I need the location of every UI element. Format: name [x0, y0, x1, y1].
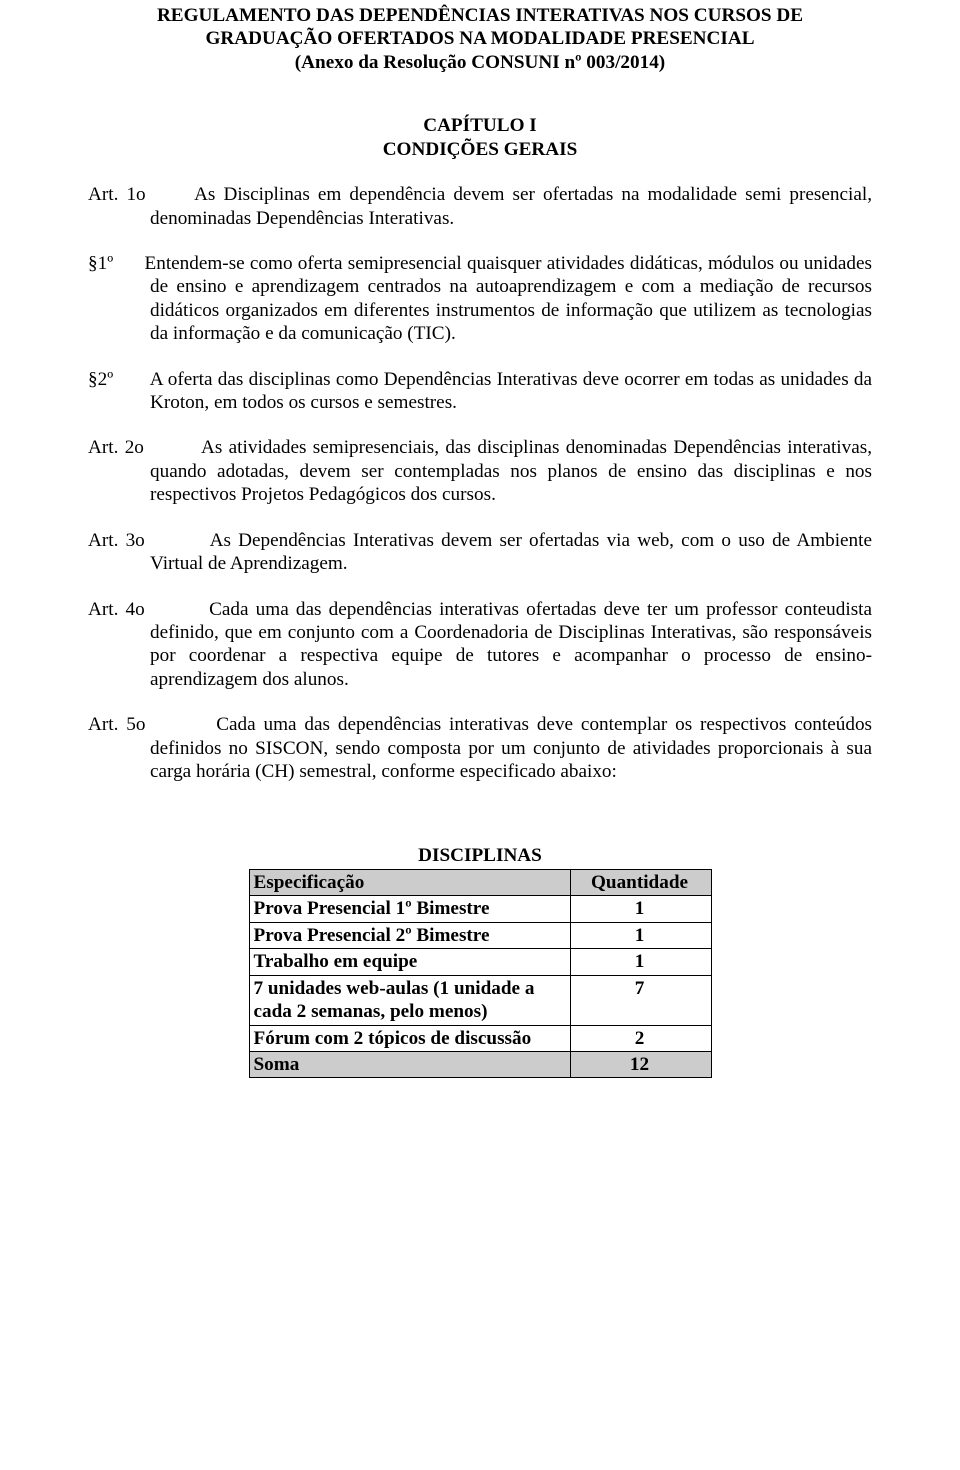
cell-qty: 1 [570, 949, 711, 975]
article-text: Cada uma das dependências interativas de… [150, 714, 872, 782]
article-text: Cada uma das dependências interativas of… [150, 599, 872, 690]
paragraph-text: Entendem-se como oferta semipresencial q… [145, 253, 872, 344]
disciplinas-table: Especificação Quantidade Prova Presencia… [249, 869, 712, 1078]
cell-qty: 1 [570, 896, 711, 922]
article-4o: Art. 4o Cada uma das dependências intera… [88, 598, 872, 692]
title-line-3: (Anexo da Resolução CONSUNI nº 003/2014) [88, 51, 872, 74]
table-row-soma: Soma 12 [249, 1051, 711, 1077]
article-3o: Art. 3o As Dependências Interativas deve… [88, 529, 872, 576]
cell-qty: 12 [570, 1051, 711, 1077]
article-lead: Art. 3o [88, 530, 145, 551]
cell-qty: 2 [570, 1025, 711, 1051]
table-row: Prova Presencial 2º Bimestre 1 [249, 922, 711, 948]
article-lead: Art. 5o [88, 714, 145, 735]
chapter-title: CONDIÇÕES GERAIS [88, 138, 872, 161]
article-lead: Art. 2o [88, 437, 144, 458]
table-row: Prova Presencial 1º Bimestre 1 [249, 896, 711, 922]
cell-spec: Fórum com 2 tópicos de discussão [249, 1025, 570, 1051]
article-5o: Art. 5o Cada uma das dependências intera… [88, 713, 872, 783]
table-row: 7 unidades web-aulas (1 unidade a cada 2… [249, 975, 711, 1025]
cell-spec: Prova Presencial 2º Bimestre [249, 922, 570, 948]
table-title: DISCIPLINAS [88, 844, 872, 867]
article-1o: Art. 1o As Disciplinas em dependência de… [88, 183, 872, 230]
paragraph-lead: §2º [88, 369, 113, 390]
table-header-spec: Especificação [249, 869, 570, 895]
article-2o: Art. 2o As atividades semipresenciais, d… [88, 436, 872, 506]
article-text: As Dependências Interativas devem ser of… [150, 530, 872, 574]
cell-spec: Prova Presencial 1º Bimestre [249, 896, 570, 922]
title-line-2: GRADUAÇÃO OFERTADOS NA MODALIDADE PRESEN… [88, 27, 872, 50]
cell-qty: 7 [570, 975, 711, 1025]
cell-spec: Soma [249, 1051, 570, 1077]
cell-spec: 7 unidades web-aulas (1 unidade a cada 2… [249, 975, 570, 1025]
table-header-qty: Quantidade [570, 869, 711, 895]
paragraph-text: A oferta das disciplinas como Dependênci… [150, 369, 872, 413]
article-lead: Art. 4o [88, 599, 145, 620]
article-text: As atividades semipresenciais, das disci… [150, 437, 872, 505]
paragraph-lead: §1º [88, 253, 113, 274]
paragraph-1: §1º Entendem-se como oferta semipresenci… [88, 252, 872, 346]
table-row: Trabalho em equipe 1 [249, 949, 711, 975]
chapter-heading: CAPÍTULO I CONDIÇÕES GERAIS [88, 114, 872, 161]
article-text: As Disciplinas em dependência devem ser … [150, 184, 872, 228]
cell-qty: 1 [570, 922, 711, 948]
chapter-number: CAPÍTULO I [88, 114, 872, 137]
article-lead: Art. 1o [88, 184, 146, 205]
document-page: REGULAMENTO DAS DEPENDÊNCIAS INTERATIVAS… [0, 0, 960, 1118]
title-line-1: REGULAMENTO DAS DEPENDÊNCIAS INTERATIVAS… [88, 4, 872, 27]
table-row: Fórum com 2 tópicos de discussão 2 [249, 1025, 711, 1051]
paragraph-2: §2º A oferta das disciplinas como Depend… [88, 368, 872, 415]
document-title: REGULAMENTO DAS DEPENDÊNCIAS INTERATIVAS… [88, 4, 872, 74]
table-header-row: Especificação Quantidade [249, 869, 711, 895]
cell-spec: Trabalho em equipe [249, 949, 570, 975]
